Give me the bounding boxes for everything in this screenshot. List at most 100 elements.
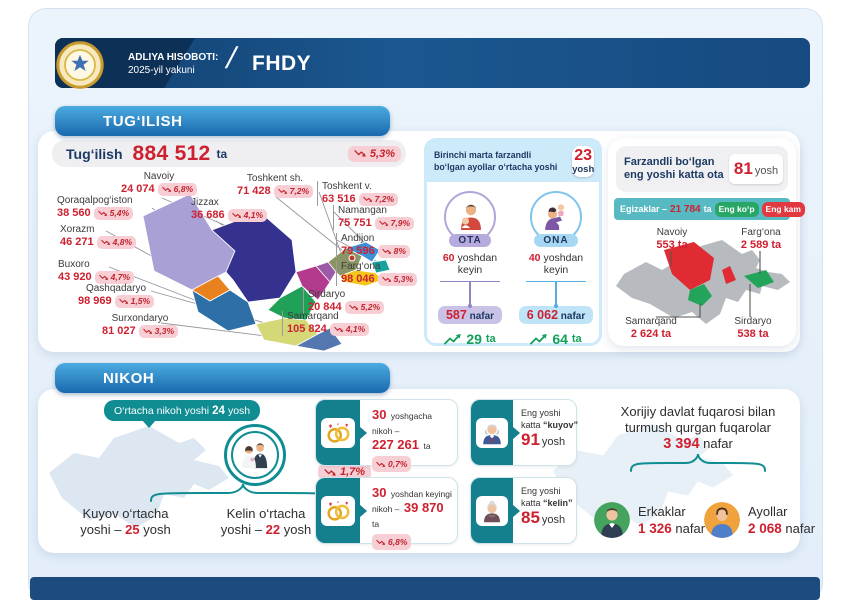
woman-avatar-icon bbox=[704, 502, 740, 538]
birth-total-unit: ta bbox=[216, 146, 228, 161]
under30-card: 30 yoshgacha nikoh – 227 261 ta 0,7% bbox=[315, 399, 458, 472]
page-title: FHDY bbox=[252, 52, 312, 75]
father-tag: OTA bbox=[449, 234, 491, 247]
org-title: ADLIYA HISOBOTI: 2025-yil yakuni bbox=[128, 51, 218, 77]
birth-total-label: Tug‘ilish bbox=[66, 145, 123, 162]
twins-unit: ta bbox=[703, 204, 712, 214]
elderly-groom-icon bbox=[483, 423, 501, 444]
first-child-age-box: 23 yosh bbox=[572, 146, 595, 177]
groom-avg-age: Kuyov o‘rtacha yoshi – 25 yosh bbox=[80, 506, 171, 537]
couple-icon bbox=[241, 443, 268, 469]
foreign-men-group: Erkaklar 1 326 nafar bbox=[594, 502, 705, 538]
couple-circle bbox=[224, 424, 286, 486]
oldest-father-title: Farzandli bo‘lgan eng yoshi katta ota bbox=[624, 156, 724, 181]
trend-up-icon bbox=[530, 334, 548, 345]
region-label-qashqadaryo: Qashqadaryo 98 969 1,5% bbox=[72, 283, 160, 308]
oldest-groom-card: Eng yoshi katta “kuyov” 91 yosh bbox=[470, 399, 578, 466]
men-label: Erkaklar bbox=[638, 504, 686, 519]
wedding-rings-icon bbox=[327, 422, 350, 443]
brace-avg-ages bbox=[150, 483, 336, 502]
father-column: OTA 60 yoshdan keyin 587 nafar 29 ta bbox=[427, 182, 513, 347]
map-region-buxoro bbox=[191, 289, 257, 332]
father-icon bbox=[461, 204, 481, 230]
mini-map-sirdaryo bbox=[722, 266, 736, 284]
footer-bar bbox=[30, 577, 820, 600]
mother-growth: 64 ta bbox=[530, 331, 582, 347]
mother-after-text: 40 yoshdan keyin bbox=[528, 252, 584, 276]
region-label-jizzax: Jizzax 36 686 4,1% bbox=[191, 197, 268, 222]
twins-label-fargona: Farg‘ona 2 589 ta bbox=[740, 227, 782, 251]
father-after-text: 60 yoshdan keyin bbox=[442, 252, 498, 276]
first-child-title: Birinchi marta farzandli bo‘lgan ayollar… bbox=[434, 149, 558, 173]
birth-total-change: 5,3% bbox=[369, 147, 395, 160]
org-line1: ADLIYA HISOBOTI: bbox=[128, 52, 219, 63]
legend-least-chip: Eng kam bbox=[761, 201, 805, 217]
map-watermark-left bbox=[49, 426, 229, 528]
oldest-bride-card: Eng yoshi katta “kelin” 85 yosh bbox=[470, 477, 577, 544]
header-bar bbox=[55, 38, 810, 88]
map-region-navoiy bbox=[211, 211, 297, 303]
twins-label: Egizaklar – bbox=[620, 204, 668, 214]
over30-card: 30 yoshdan keyingi nikoh – 39 870 ta 6,8… bbox=[315, 477, 458, 550]
mother-count-badge: 6 062 nafar bbox=[518, 306, 594, 324]
twins-value: 21 784 bbox=[670, 203, 701, 215]
bride-avg-age: Kelin o‘rtacha yoshi – 22 yosh bbox=[220, 506, 312, 537]
mother-connector bbox=[526, 281, 586, 308]
region-label-fargona: Farg‘ona 98 046 5,3% bbox=[336, 261, 418, 286]
women-label: Ayollar bbox=[748, 504, 788, 519]
region-label-andijon: Andijon 79 596 8% bbox=[336, 233, 410, 258]
marriage-total-change-badge: 1,7% bbox=[318, 464, 372, 480]
first-child-panel: Birinchi marta farzandli bo‘lgan ayollar… bbox=[424, 138, 602, 347]
region-label-surxondaryo: Surxondaryo 81 027 3,3% bbox=[92, 313, 188, 338]
trend-down-icon bbox=[324, 468, 336, 476]
birth-total-value: 884 512 bbox=[132, 141, 211, 165]
wedding-rings-icon bbox=[327, 500, 350, 521]
twins-strip: Egizaklar – 21 784 ta Eng ko‘p Eng kam bbox=[614, 198, 805, 220]
mother-tag: ONA bbox=[534, 234, 578, 247]
org-line2: 2025-yil yakuni bbox=[128, 65, 195, 76]
mini-map-fargona bbox=[744, 270, 774, 288]
birth-total-change-badge: 5,3% bbox=[347, 145, 401, 162]
father-count-badge: 587 nafar bbox=[437, 306, 503, 324]
legend-most-chip: Eng ko‘p bbox=[714, 201, 759, 217]
region-label-toshkent-v: Toshkent v. 63 516 7,2% bbox=[317, 181, 399, 206]
region-label-xorazm: Xorazm 46 271 4,8% bbox=[60, 224, 137, 249]
twins-label-navoiy: Navoiy 553 ta bbox=[656, 227, 688, 251]
tab-marriage: NIKOH bbox=[55, 363, 390, 393]
region-label-toshkent-sh: Toshkent sh. 71 428 7,2% bbox=[237, 173, 314, 198]
map-region-jizzax bbox=[295, 265, 331, 301]
trend-down-icon bbox=[354, 150, 366, 157]
region-label-samarqand: Samarqand 105 824 4,1% bbox=[282, 311, 370, 336]
region-label-qoraqalpogiston: Qoraqalpog‘iston 38 560 5,4% bbox=[57, 195, 134, 220]
mini-map-samarqand bbox=[688, 284, 712, 306]
region-label-buxoro: Buxoro 43 920 4,7% bbox=[58, 259, 135, 284]
region-label-navoiy: Navoiy 24 074 6,8% bbox=[121, 171, 198, 196]
twins-label-samarqand: Samarqand 2 624 ta bbox=[625, 316, 677, 340]
twins-label-sirdaryo: Sirdaryo 538 ta bbox=[734, 316, 772, 340]
trend-up-icon bbox=[444, 334, 462, 345]
first-child-header: Birinchi marta farzandli bo‘lgan ayollar… bbox=[427, 141, 599, 182]
mother-icon bbox=[545, 204, 565, 230]
man-avatar-icon bbox=[594, 502, 630, 538]
foreign-women-group: Ayollar 2 068 nafar bbox=[704, 502, 815, 538]
mother-column: ONA 40 yoshdan keyin 6 062 nafar 64 ta bbox=[513, 182, 599, 347]
region-label-namangan: Namangan 75 751 7,9% bbox=[333, 205, 415, 230]
map-marker-toshkent-sh bbox=[348, 254, 356, 262]
map-region-andijon bbox=[371, 259, 391, 274]
region-label-sirdaryo: Sirdaryo 20 844 5,2% bbox=[303, 289, 385, 314]
twins-panel: Farzandli bo‘lgan eng yoshi katta ota 81… bbox=[608, 138, 805, 346]
map-region-namangan bbox=[344, 241, 381, 263]
map-watermark-right bbox=[553, 423, 733, 526]
tab-birth: TUG‘ILISH bbox=[55, 106, 390, 136]
oldest-father-age: 81 yosh bbox=[729, 154, 783, 184]
father-growth: 29 ta bbox=[444, 331, 496, 347]
oldest-father-card: Farzandli bo‘lgan eng yoshi katta ota 81… bbox=[616, 146, 788, 192]
over30-change-badge: 6,8% bbox=[372, 534, 412, 550]
foreign-marriage-title: Xorijiy davlat fuqarosi bilan turmush qu… bbox=[620, 404, 776, 452]
birth-total-bar: Tug‘ilish 884 512 ta 5,3% bbox=[52, 140, 406, 167]
brace-foreign bbox=[630, 453, 766, 472]
mini-map-navoiy bbox=[664, 242, 714, 290]
father-connector bbox=[440, 281, 500, 308]
twins-mini-map bbox=[616, 240, 790, 324]
